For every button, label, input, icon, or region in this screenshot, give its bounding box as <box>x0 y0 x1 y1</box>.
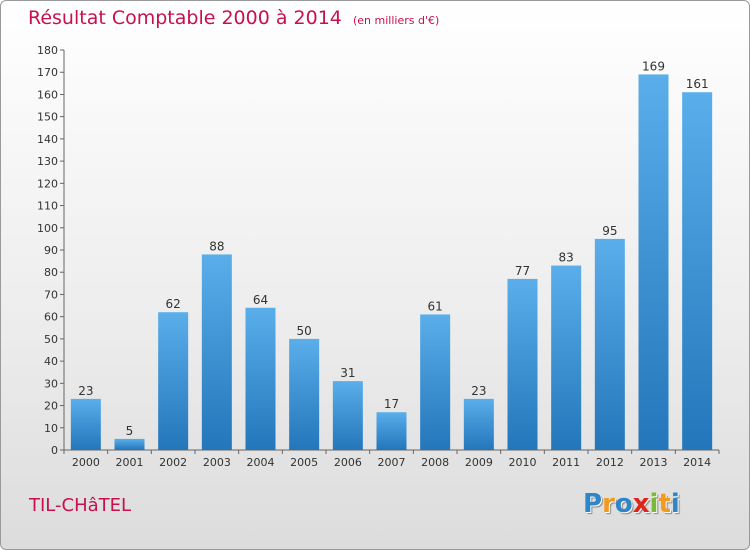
bar-2013 <box>638 74 669 450</box>
proxiti-logo: Proxiti <box>583 489 680 519</box>
bar-2000 <box>70 398 101 450</box>
bar-value-label: 95 <box>602 224 617 238</box>
bar-2004 <box>245 307 276 450</box>
x-tick-label: 2008 <box>421 456 449 469</box>
y-tick-label: 60 <box>44 311 58 324</box>
y-tick-label: 90 <box>44 244 58 257</box>
bar-value-label: 88 <box>209 239 224 253</box>
bar-2012 <box>594 238 625 450</box>
x-tick-label: 2005 <box>290 456 318 469</box>
bar-2010 <box>507 278 538 450</box>
y-tick-label: 70 <box>44 288 58 301</box>
bar-2011 <box>551 265 582 450</box>
y-tick-label: 140 <box>37 133 58 146</box>
bar-value-label: 62 <box>166 297 181 311</box>
y-tick-label: 40 <box>44 355 58 368</box>
logo-letter: r <box>602 489 615 519</box>
bar-value-label: 64 <box>253 293 268 307</box>
y-tick-label: 160 <box>37 88 58 101</box>
x-tick-label: 2010 <box>509 456 537 469</box>
bar-2002 <box>158 312 189 450</box>
bar-2014 <box>682 92 713 450</box>
bar-value-label: 77 <box>515 264 530 278</box>
bar-2001 <box>114 438 145 450</box>
bar-2007 <box>376 412 407 450</box>
logo-letter: P <box>583 489 603 519</box>
bar-value-label: 50 <box>297 324 312 338</box>
y-tick-label: 150 <box>37 111 58 124</box>
y-tick-label: 110 <box>37 200 58 213</box>
y-tick-label: 120 <box>37 177 58 190</box>
logo-letter: i <box>670 489 680 519</box>
y-tick-label: 180 <box>37 44 58 57</box>
x-tick-label: 2002 <box>159 456 187 469</box>
logo-letter: x <box>632 489 650 519</box>
bar-value-label: 61 <box>428 299 443 313</box>
bar-value-label: 161 <box>686 77 709 91</box>
y-tick-label: 30 <box>44 377 58 390</box>
bar-2006 <box>332 381 363 450</box>
bar-2008 <box>420 314 451 450</box>
x-tick-label: 2014 <box>683 456 711 469</box>
chart-title-main: Résultat Comptable 2000 à 2014 <box>28 7 342 29</box>
bar-2005 <box>289 338 320 450</box>
x-tick-label: 2000 <box>72 456 100 469</box>
x-tick-label: 2013 <box>640 456 668 469</box>
x-tick-label: 2001 <box>116 456 144 469</box>
y-tick-label: 0 <box>51 444 58 457</box>
x-tick-label: 2003 <box>203 456 231 469</box>
y-tick-label: 100 <box>37 222 58 235</box>
x-tick-label: 2012 <box>596 456 624 469</box>
logo-letter: o <box>614 489 633 519</box>
bar-value-label: 23 <box>78 384 93 398</box>
chart-title-subtitle: (en milliers d'€) <box>352 14 440 27</box>
x-tick-label: 2011 <box>552 456 580 469</box>
bar-2009 <box>463 398 494 450</box>
y-tick-label: 80 <box>44 266 58 279</box>
bar-value-label: 5 <box>126 424 134 438</box>
y-tick-label: 10 <box>44 422 58 435</box>
commune-name: TIL-CHâTEL <box>29 495 132 516</box>
logo-letter: i <box>649 489 659 519</box>
x-tick-label: 2007 <box>378 456 406 469</box>
logo-letter: t <box>658 489 671 519</box>
x-tick-label: 2006 <box>334 456 362 469</box>
y-tick-label: 50 <box>44 333 58 346</box>
y-tick-label: 130 <box>37 155 58 168</box>
bar-value-label: 31 <box>340 366 355 380</box>
bar-value-label: 169 <box>642 59 665 73</box>
bar-value-label: 23 <box>471 384 486 398</box>
x-tick-label: 2009 <box>465 456 493 469</box>
x-tick-label: 2004 <box>247 456 275 469</box>
y-tick-label: 170 <box>37 66 58 79</box>
bar-value-label: 83 <box>559 251 574 265</box>
bar-2003 <box>201 254 232 450</box>
chart-title: Résultat Comptable 2000 à 2014 (en milli… <box>28 7 439 29</box>
bar-value-label: 17 <box>384 397 399 411</box>
y-tick-label: 20 <box>44 400 58 413</box>
